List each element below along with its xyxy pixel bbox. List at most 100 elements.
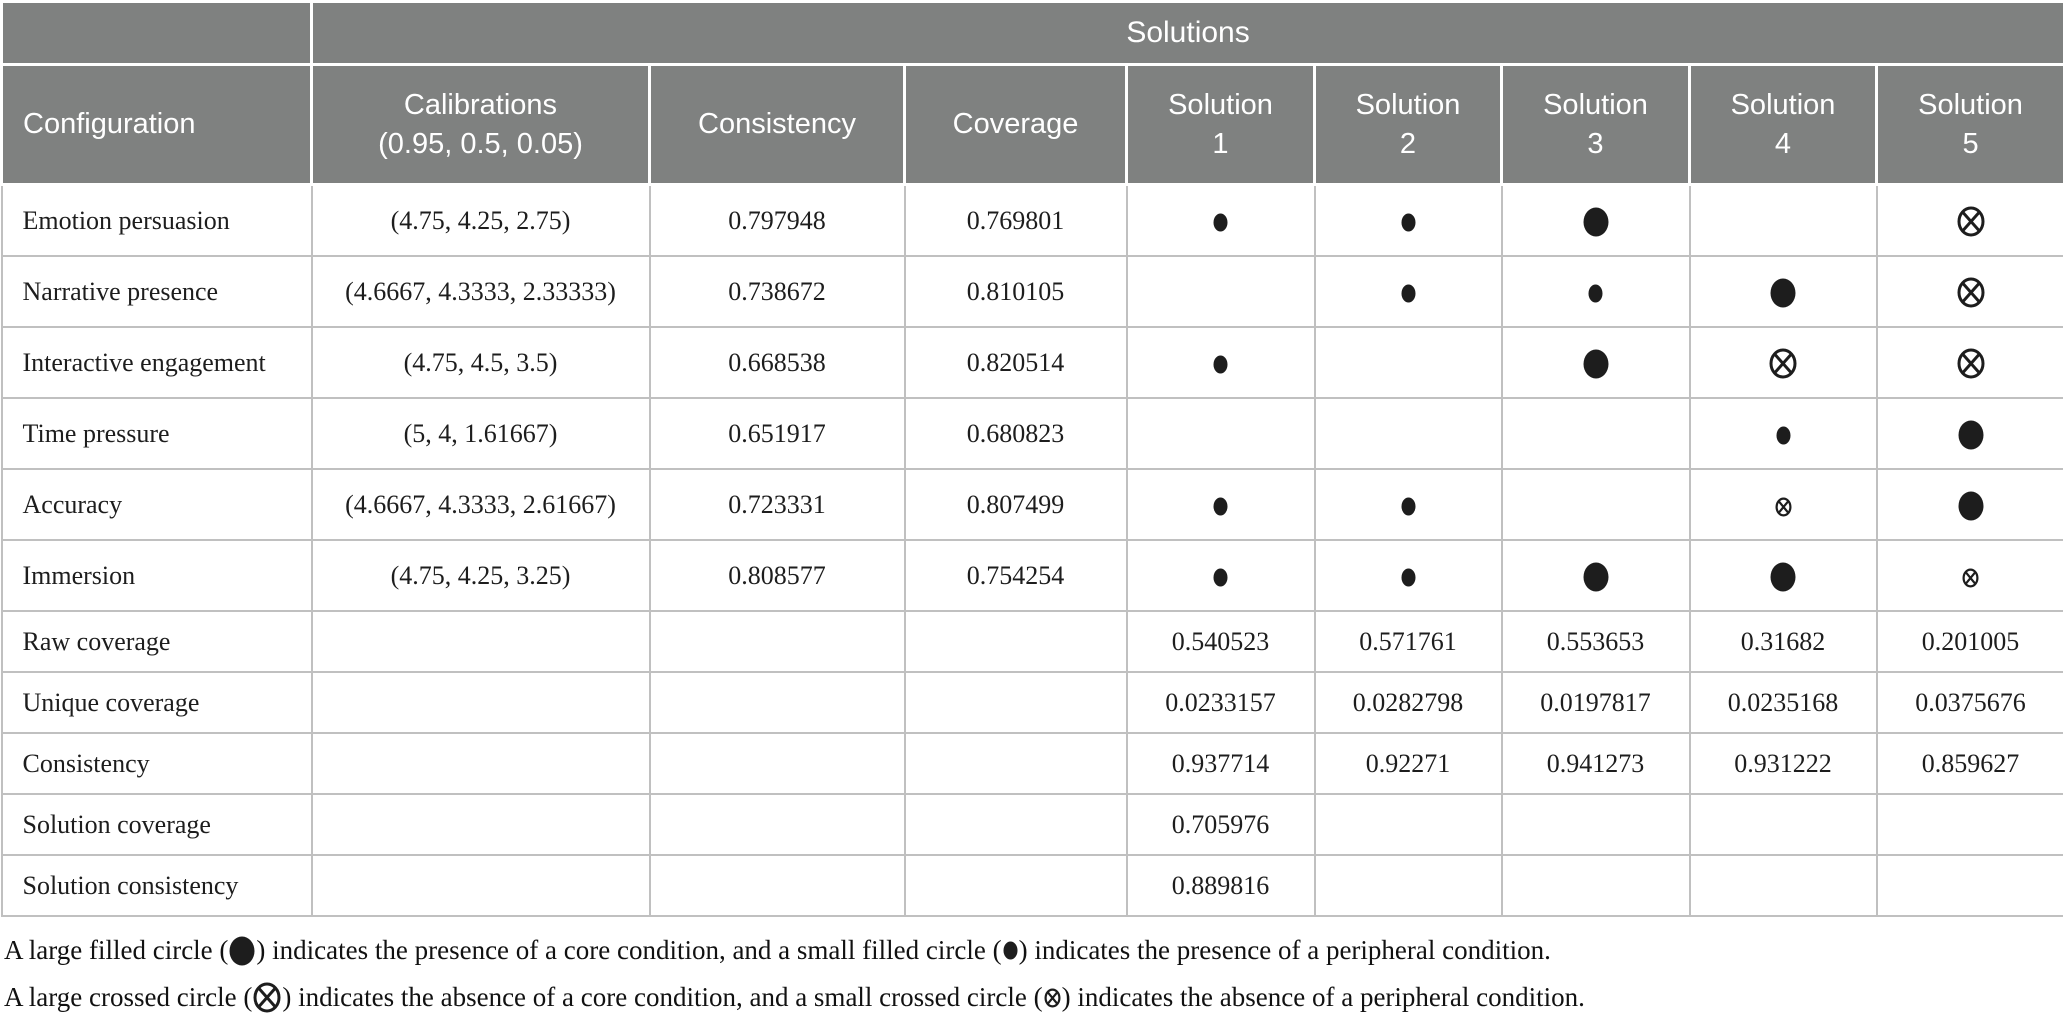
core-present-icon <box>1958 491 1984 521</box>
solution-3-cell <box>1502 256 1690 327</box>
calibrations-cell <box>312 855 650 916</box>
footnote-text: ) indicates the absence of a peripheral … <box>1062 982 1585 1012</box>
consistency-cell <box>650 611 905 672</box>
coverage-cell <box>905 855 1127 916</box>
solutions-group-header: Solutions <box>312 2 2063 65</box>
calibrations-cell <box>312 733 650 794</box>
peripheral-present-icon <box>1003 941 1018 960</box>
solution-1-cell: 0.0233157 <box>1127 672 1315 733</box>
solution-2-cell <box>1315 327 1502 398</box>
column-header-6: Solution 3 <box>1502 65 1690 185</box>
calibrations-cell <box>312 611 650 672</box>
consistency-cell <box>650 855 905 916</box>
table-row: Interactive engagement(4.75, 4.5, 3.5)0.… <box>2 327 2063 398</box>
solution-5-cell: 0.859627 <box>1877 733 2063 794</box>
coverage-cell: 0.810105 <box>905 256 1127 327</box>
solution-5-cell <box>1877 794 2063 855</box>
core-present-icon <box>229 936 255 966</box>
calibrations-cell: (5, 4, 1.61667) <box>312 398 650 469</box>
row-label: Emotion persuasion <box>2 185 312 257</box>
consistency-cell: 0.668538 <box>650 327 905 398</box>
peripheral-present-icon <box>1401 497 1416 516</box>
solution-2-cell <box>1315 540 1502 611</box>
peripheral-present-icon <box>1213 568 1228 587</box>
consistency-cell: 0.797948 <box>650 185 905 257</box>
solution-1-cell <box>1127 398 1315 469</box>
footnote-text: A large filled circle ( <box>4 935 228 965</box>
solution-1-cell <box>1127 185 1315 257</box>
row-label: Consistency <box>2 733 312 794</box>
core-absent-icon <box>1957 277 1985 308</box>
row-label: Immersion <box>2 540 312 611</box>
consistency-cell <box>650 733 905 794</box>
peripheral-present-icon <box>1776 426 1791 445</box>
coverage-cell <box>905 733 1127 794</box>
column-header-5: Solution 2 <box>1315 65 1502 185</box>
solution-2-cell: 0.0282798 <box>1315 672 1502 733</box>
core-present-icon <box>1583 207 1609 237</box>
peripheral-present-icon <box>1213 355 1228 374</box>
coverage-cell: 0.820514 <box>905 327 1127 398</box>
calibrations-cell: (4.75, 4.25, 3.25) <box>312 540 650 611</box>
column-header-7: Solution 4 <box>1690 65 1877 185</box>
peripheral-present-icon <box>1401 284 1416 303</box>
calibrations-cell: (4.75, 4.5, 3.5) <box>312 327 650 398</box>
consistency-cell: 0.651917 <box>650 398 905 469</box>
solution-1-cell <box>1127 540 1315 611</box>
row-label: Interactive engagement <box>2 327 312 398</box>
solution-5-cell <box>1877 256 2063 327</box>
calibrations-cell: (4.75, 4.25, 2.75) <box>312 185 650 257</box>
solution-3-cell: 0.941273 <box>1502 733 1690 794</box>
core-present-icon <box>1583 349 1609 379</box>
solution-4-cell: 0.0235168 <box>1690 672 1877 733</box>
solution-3-cell: 0.553653 <box>1502 611 1690 672</box>
solution-1-cell: 0.889816 <box>1127 855 1315 916</box>
table-row: Emotion persuasion(4.75, 4.25, 2.75)0.79… <box>2 185 2063 257</box>
consistency-cell <box>650 672 905 733</box>
core-present-icon <box>1770 278 1796 308</box>
column-header-3: Coverage <box>905 65 1127 185</box>
consistency-cell: 0.723331 <box>650 469 905 540</box>
solution-2-cell <box>1315 469 1502 540</box>
core-absent-icon <box>253 982 281 1013</box>
row-label: Unique coverage <box>2 672 312 733</box>
solution-5-cell: 0.201005 <box>1877 611 2063 672</box>
solution-4-cell <box>1690 855 1877 916</box>
solution-2-cell: 0.92271 <box>1315 733 1502 794</box>
solution-1-cell: 0.705976 <box>1127 794 1315 855</box>
solution-4-cell: 0.31682 <box>1690 611 1877 672</box>
peripheral-absent-icon <box>1775 497 1792 517</box>
solution-3-cell <box>1502 855 1690 916</box>
row-label: Narrative presence <box>2 256 312 327</box>
calibrations-cell <box>312 794 650 855</box>
row-label: Raw coverage <box>2 611 312 672</box>
solution-5-cell: 0.0375676 <box>1877 672 2063 733</box>
solution-5-cell <box>1877 469 2063 540</box>
solution-4-cell <box>1690 327 1877 398</box>
solution-4-cell: 0.931222 <box>1690 733 1877 794</box>
solution-2-cell <box>1315 855 1502 916</box>
solution-5-cell <box>1877 327 2063 398</box>
solution-4-cell <box>1690 469 1877 540</box>
calibrations-cell: (4.6667, 4.3333, 2.33333) <box>312 256 650 327</box>
footnote-text: ) indicates the presence of a core condi… <box>256 935 1001 965</box>
row-label: Accuracy <box>2 469 312 540</box>
peripheral-present-icon <box>1213 213 1228 232</box>
column-header-1: Calibrations (0.95, 0.5, 0.05) <box>312 65 650 185</box>
coverage-cell: 0.769801 <box>905 185 1127 257</box>
solution-3-cell <box>1502 185 1690 257</box>
column-header-2: Consistency <box>650 65 905 185</box>
peripheral-present-icon <box>1401 568 1416 587</box>
core-absent-icon <box>1769 348 1797 379</box>
solution-3-cell <box>1502 327 1690 398</box>
core-absent-icon <box>1957 206 1985 237</box>
consistency-cell <box>650 794 905 855</box>
solution-1-cell: 0.937714 <box>1127 733 1315 794</box>
